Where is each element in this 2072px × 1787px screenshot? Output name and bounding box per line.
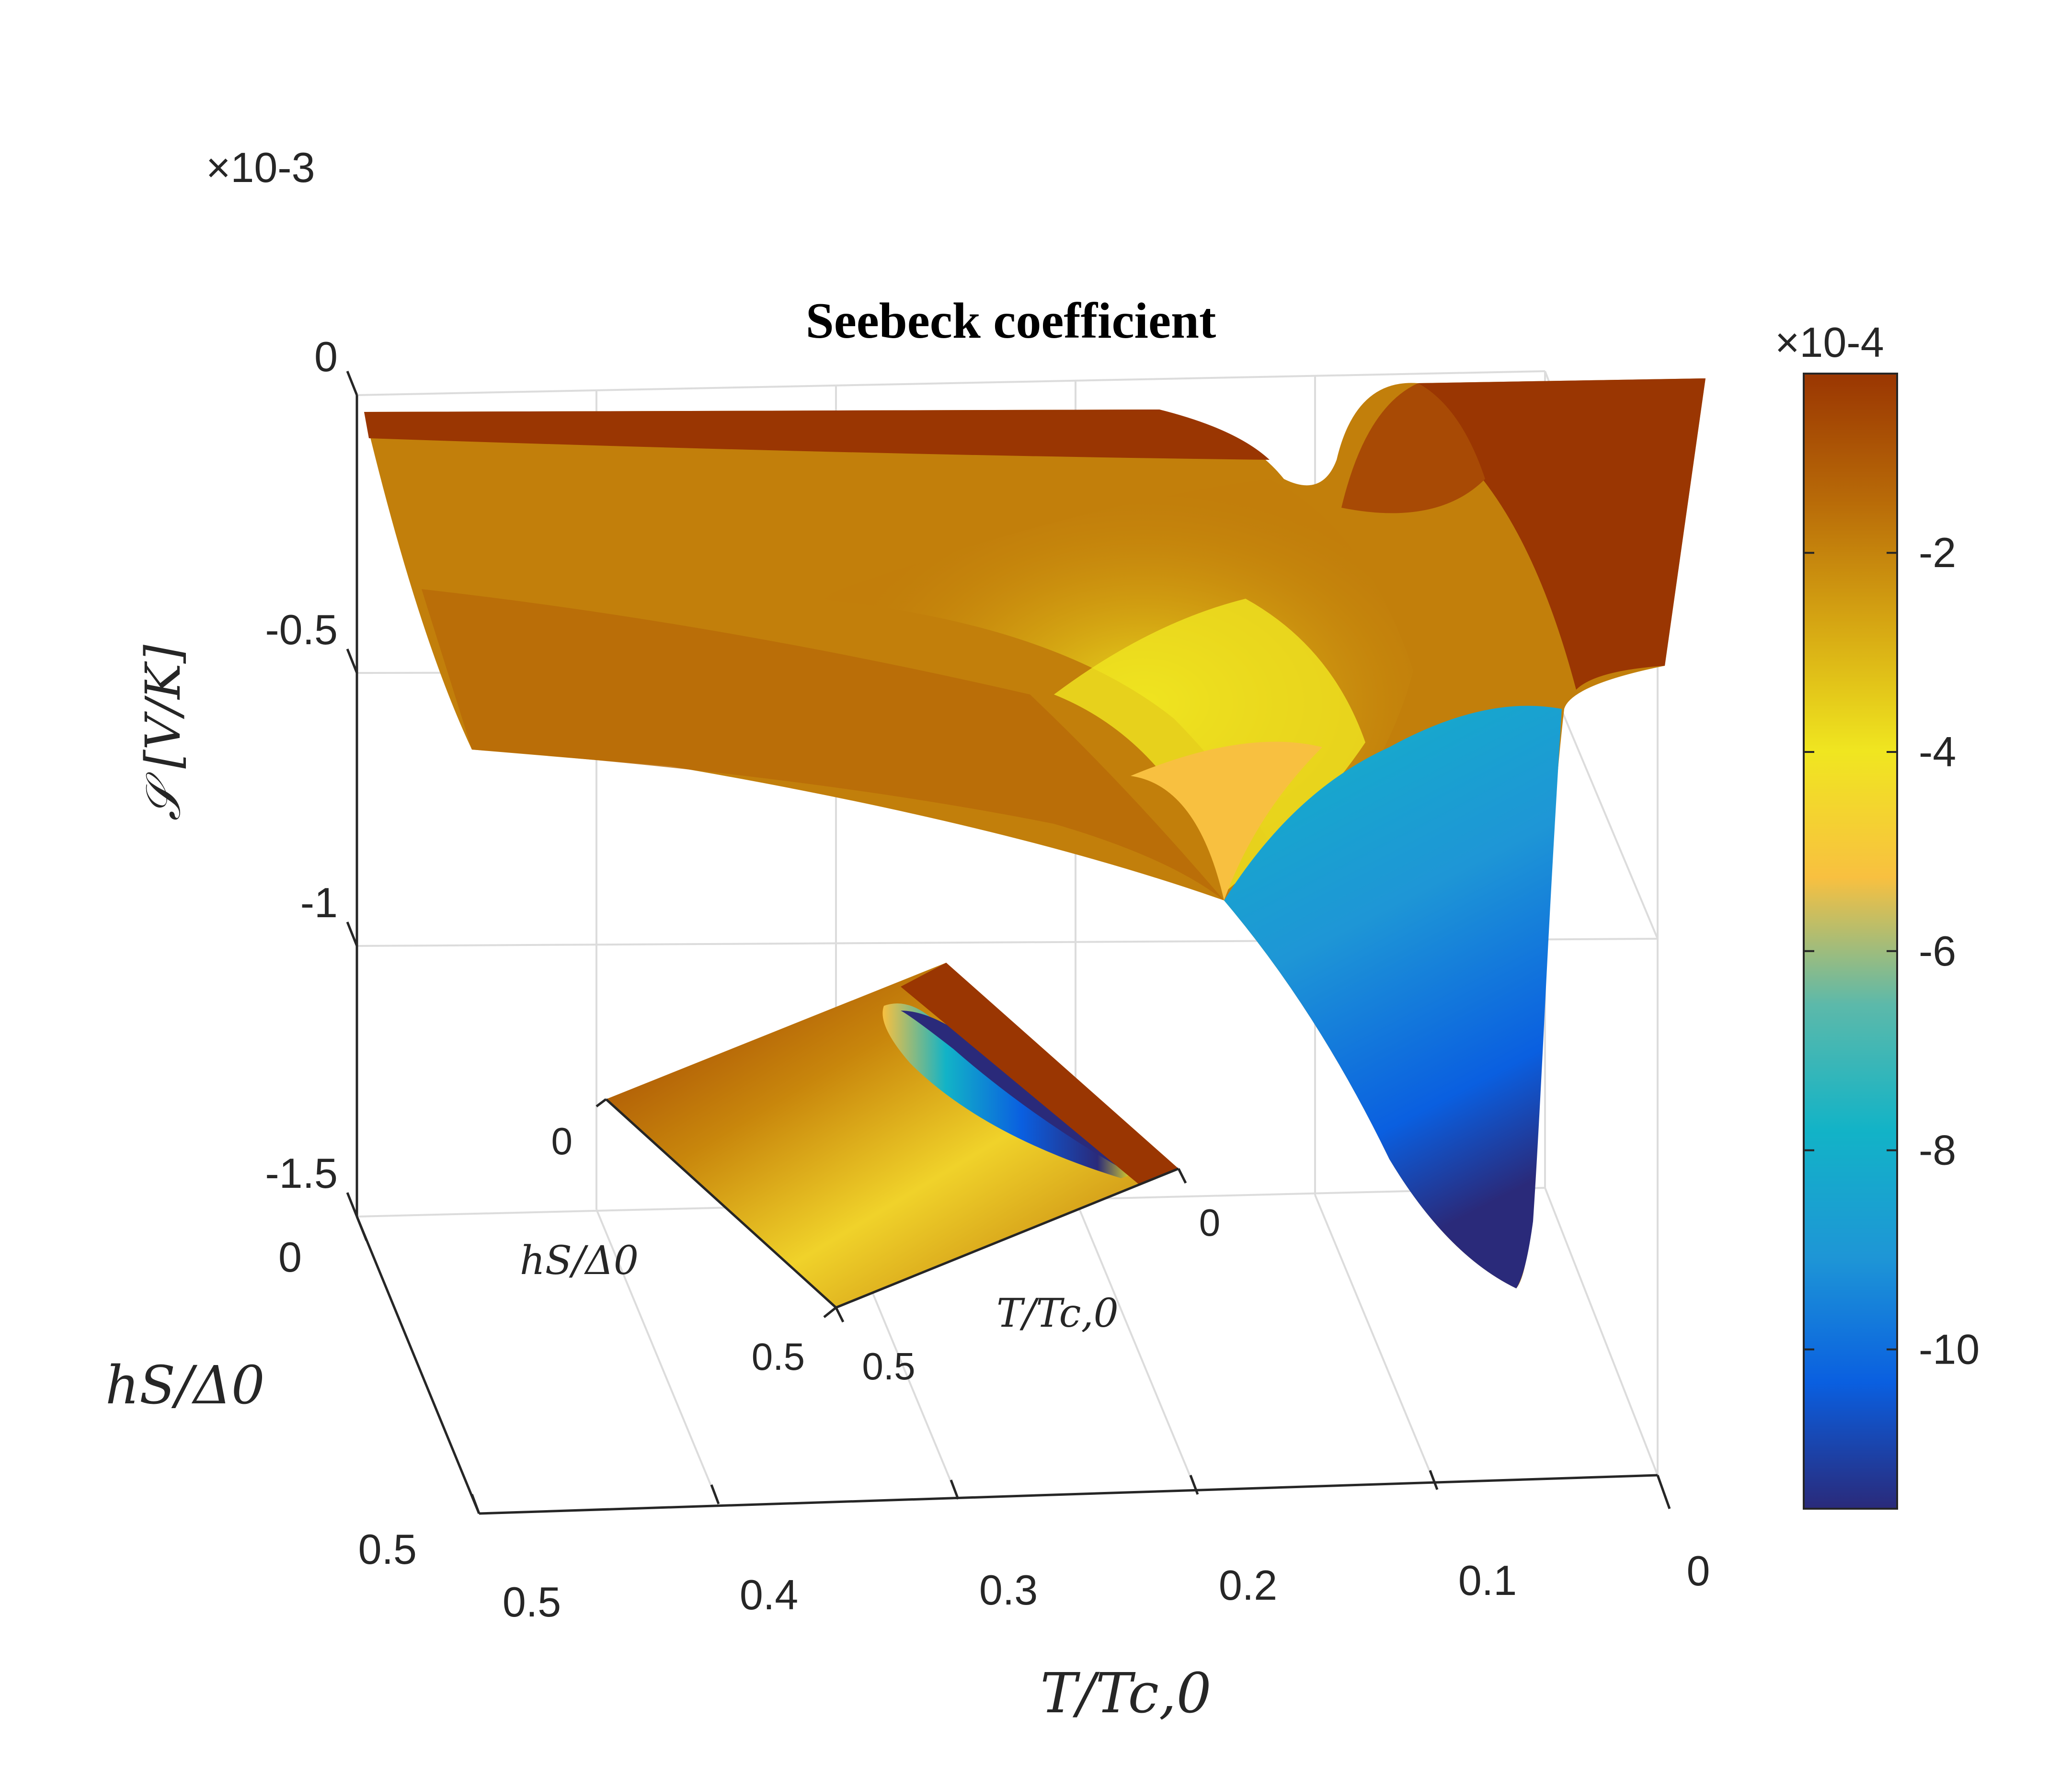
- surface-ridge-highlight: [1341, 383, 1485, 513]
- colorbar-ticks: -2 -4 -6 -8 -10: [1804, 529, 1980, 1373]
- z-axis: [346, 371, 358, 1217]
- y-axis: [355, 1216, 481, 1514]
- z-axis-multiplier: ×10-3: [206, 144, 315, 191]
- z-tick-1: -0.5: [265, 606, 338, 653]
- inset-y-tick-0: 0: [551, 1120, 573, 1162]
- colorbar: [1803, 373, 1898, 1510]
- inset-heatmap: [606, 963, 1179, 1308]
- x-axis-label: T/Tc,0: [1040, 1662, 1211, 1726]
- x-tick-1: 0.4: [740, 1571, 798, 1618]
- colorbar-tick-4: -10: [1919, 1325, 1980, 1373]
- y-tick-1: 0.5: [358, 1525, 417, 1573]
- y-tick-0: 0: [278, 1233, 302, 1281]
- colorbar-tick-1: -4: [1919, 728, 1956, 775]
- inset-x-tick-1: 0.5: [862, 1345, 915, 1388]
- colorbar-tick-3: -8: [1919, 1127, 1956, 1174]
- surface-blue-drop: [1224, 706, 1562, 1288]
- y-axis-label: hS/Δ0: [105, 1354, 265, 1416]
- x-tick-4: 0.1: [1458, 1557, 1517, 1604]
- x-tick-2: 0.3: [979, 1566, 1038, 1614]
- z-axis-label: 𝒮 [V/K]: [135, 644, 191, 821]
- x-tick-3: 0.2: [1219, 1561, 1277, 1609]
- inset-top-right: [901, 963, 1179, 1185]
- colorbar-tick-0: -2: [1919, 529, 1956, 576]
- colorbar-multiplier: ×10-4: [1775, 319, 1884, 366]
- inset-axes: [595, 1098, 1187, 1323]
- surface: [364, 378, 1706, 1288]
- surface-orange-rim: [1131, 741, 1322, 900]
- x-axis: [470, 1470, 1671, 1515]
- surface-back-strip: [364, 410, 1270, 460]
- colorbar-tick-2: -6: [1919, 927, 1956, 975]
- z-tick-0: 0: [314, 333, 338, 380]
- inset-y-tick-1: 0.5: [752, 1335, 805, 1378]
- inset-y-label: hS/Δ0: [520, 1238, 639, 1284]
- inset-x-tick-0: 0: [1199, 1201, 1221, 1244]
- x-tick-5: 0: [1687, 1547, 1710, 1594]
- chart-title: Seebeck coefficient: [806, 293, 1216, 349]
- inset-x-label: T/Tc,0: [996, 1291, 1119, 1336]
- z-tick-3: -1.5: [265, 1150, 338, 1197]
- surface-yellow-core: [1054, 599, 1365, 891]
- surface-front-band: [422, 589, 1224, 900]
- inset-dark-core: [901, 1011, 1126, 1171]
- z-tick-2: -1: [300, 879, 338, 926]
- surface-right-plateau: [1418, 378, 1706, 690]
- x-tick-0: 0.5: [503, 1578, 561, 1626]
